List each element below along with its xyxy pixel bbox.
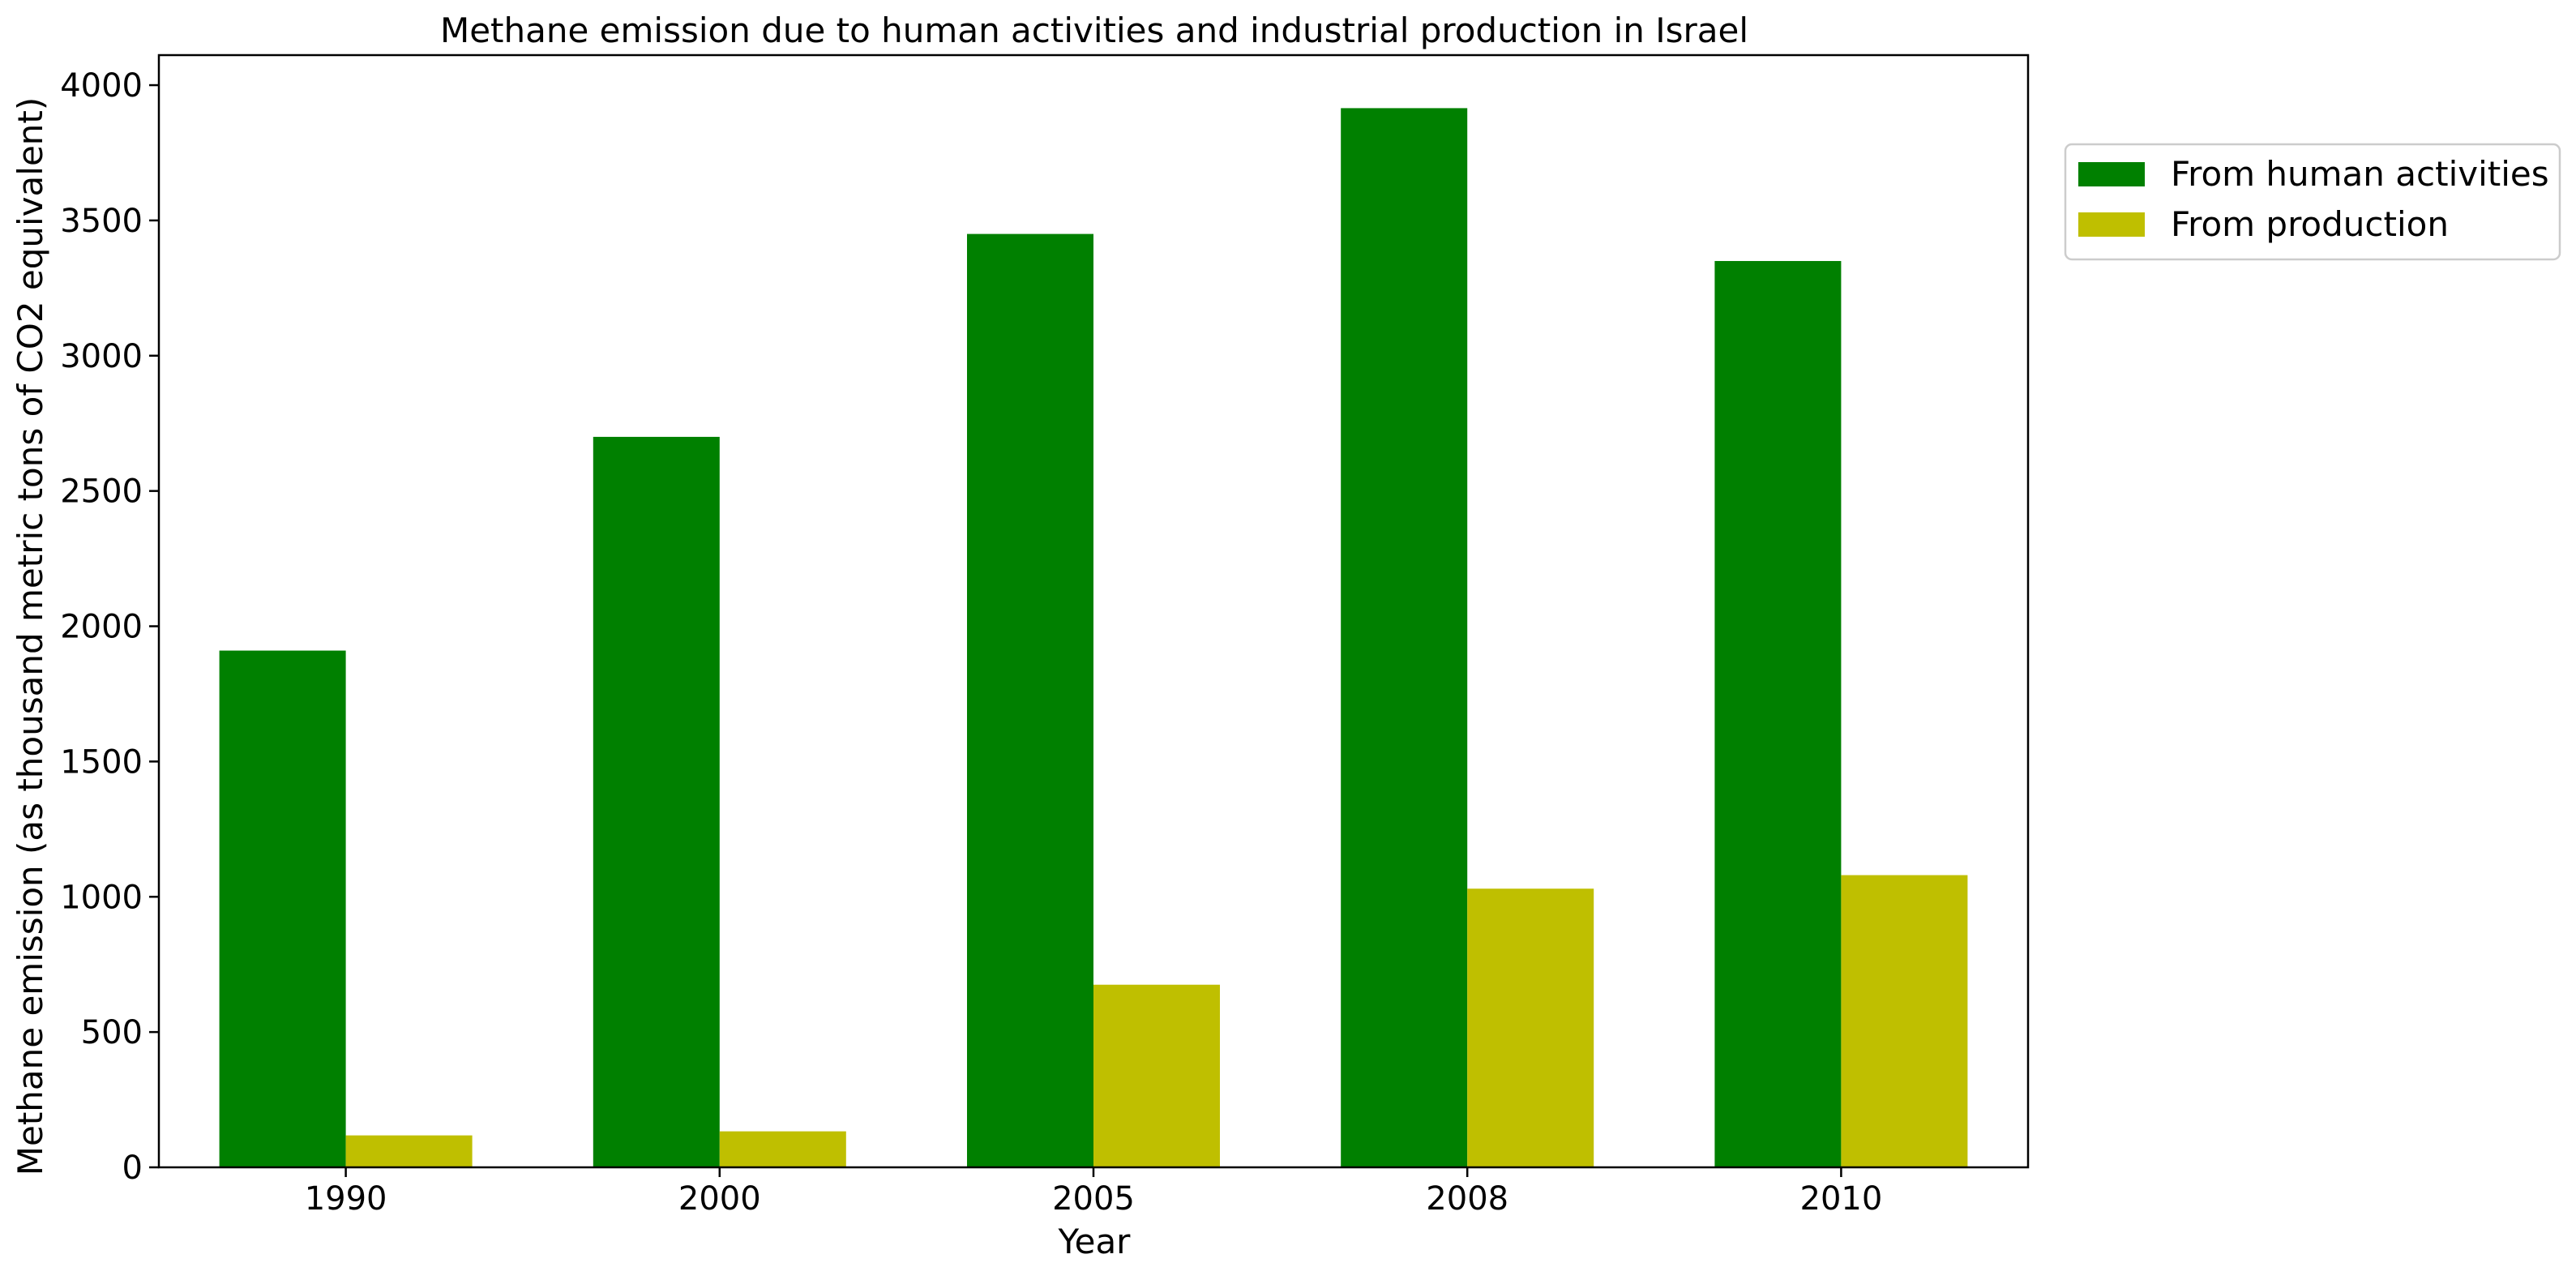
y-tick-label: 500 [81,1014,143,1051]
y-tick-label: 4000 [60,67,143,105]
x-tick-label: 1990 [305,1180,387,1218]
y-tick-label: 3000 [60,338,143,375]
y-axis-title: Methane emission (as thousand metric ton… [11,97,50,1176]
bar-human-activities-2010 [1714,260,1842,1167]
bar-production-2005 [1093,984,1220,1167]
legend-label: From human activities [2171,154,2549,194]
y-tick-label: 2000 [60,609,143,646]
x-axis: 1990 2000 2005 2008 2010 [305,1167,1883,1218]
legend: From human activities From production [2064,143,2561,261]
bar-production-2008 [1467,888,1594,1167]
bar-production-1990 [345,1135,473,1167]
bar-production-2000 [719,1131,846,1167]
legend-box [2064,143,2561,261]
x-tick-label: 2008 [1426,1180,1508,1218]
legend-swatch [2078,162,2145,186]
y-tick-label: 2500 [60,473,143,511]
bar-production-2010 [1841,875,1968,1167]
bar-human-activities-1990 [219,650,346,1167]
y-tick-label: 3500 [60,203,143,240]
x-axis-title: Year [1058,1222,1132,1261]
x-tick-label: 2005 [1052,1180,1135,1218]
y-tick-label: 0 [122,1149,143,1187]
y-tick-label: 1500 [60,743,143,781]
legend-swatch [2078,212,2145,237]
legend-label: From production [2171,204,2449,244]
bar-human-activities-2008 [1341,108,1468,1167]
x-tick-label: 2010 [1800,1180,1883,1218]
chart-title: Methane emission due to human activities… [440,11,1748,50]
bar-human-activities-2005 [967,233,1093,1167]
y-tick-label: 1000 [60,879,143,916]
x-tick-label: 2000 [678,1180,761,1218]
y-axis: 0 500 1000 1500 2000 2500 3000 3500 4000 [60,67,159,1187]
bar-human-activities-2000 [593,436,720,1167]
plot-bars [219,108,1968,1167]
